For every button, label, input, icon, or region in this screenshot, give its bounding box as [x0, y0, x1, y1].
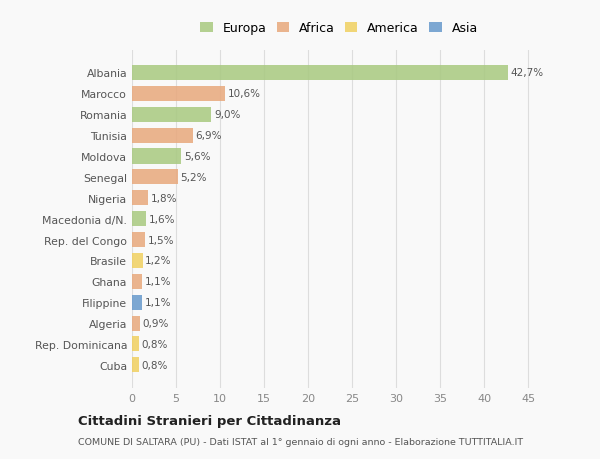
Text: 1,6%: 1,6%: [149, 214, 175, 224]
Bar: [132, 107, 211, 123]
Text: 1,2%: 1,2%: [145, 256, 172, 266]
Text: 42,7%: 42,7%: [511, 68, 544, 78]
Bar: [132, 149, 181, 164]
Bar: [132, 66, 508, 81]
Text: 0,9%: 0,9%: [143, 319, 169, 328]
Text: COMUNE DI SALTARA (PU) - Dati ISTAT al 1° gennaio di ogni anno - Elaborazione TU: COMUNE DI SALTARA (PU) - Dati ISTAT al 1…: [78, 437, 523, 446]
Bar: [132, 191, 148, 206]
Bar: [132, 129, 193, 143]
Text: 1,8%: 1,8%: [151, 193, 177, 203]
Bar: [132, 337, 139, 352]
Text: 9,0%: 9,0%: [214, 110, 240, 120]
Bar: [132, 274, 142, 289]
Text: 1,1%: 1,1%: [145, 297, 171, 308]
Text: 0,8%: 0,8%: [142, 339, 168, 349]
Bar: [132, 233, 145, 247]
Bar: [132, 253, 143, 269]
Legend: Europa, Africa, America, Asia: Europa, Africa, America, Asia: [197, 20, 481, 38]
Bar: [132, 358, 139, 373]
Text: 1,5%: 1,5%: [148, 235, 175, 245]
Bar: [132, 170, 178, 185]
Bar: [132, 87, 226, 101]
Text: 5,6%: 5,6%: [184, 151, 211, 162]
Text: 10,6%: 10,6%: [228, 89, 261, 99]
Text: 1,1%: 1,1%: [145, 277, 171, 287]
Bar: [132, 295, 142, 310]
Text: 6,9%: 6,9%: [196, 131, 222, 141]
Bar: [132, 316, 140, 331]
Text: 5,2%: 5,2%: [181, 173, 207, 183]
Bar: [132, 212, 146, 227]
Text: 0,8%: 0,8%: [142, 360, 168, 370]
Text: Cittadini Stranieri per Cittadinanza: Cittadini Stranieri per Cittadinanza: [78, 414, 341, 428]
